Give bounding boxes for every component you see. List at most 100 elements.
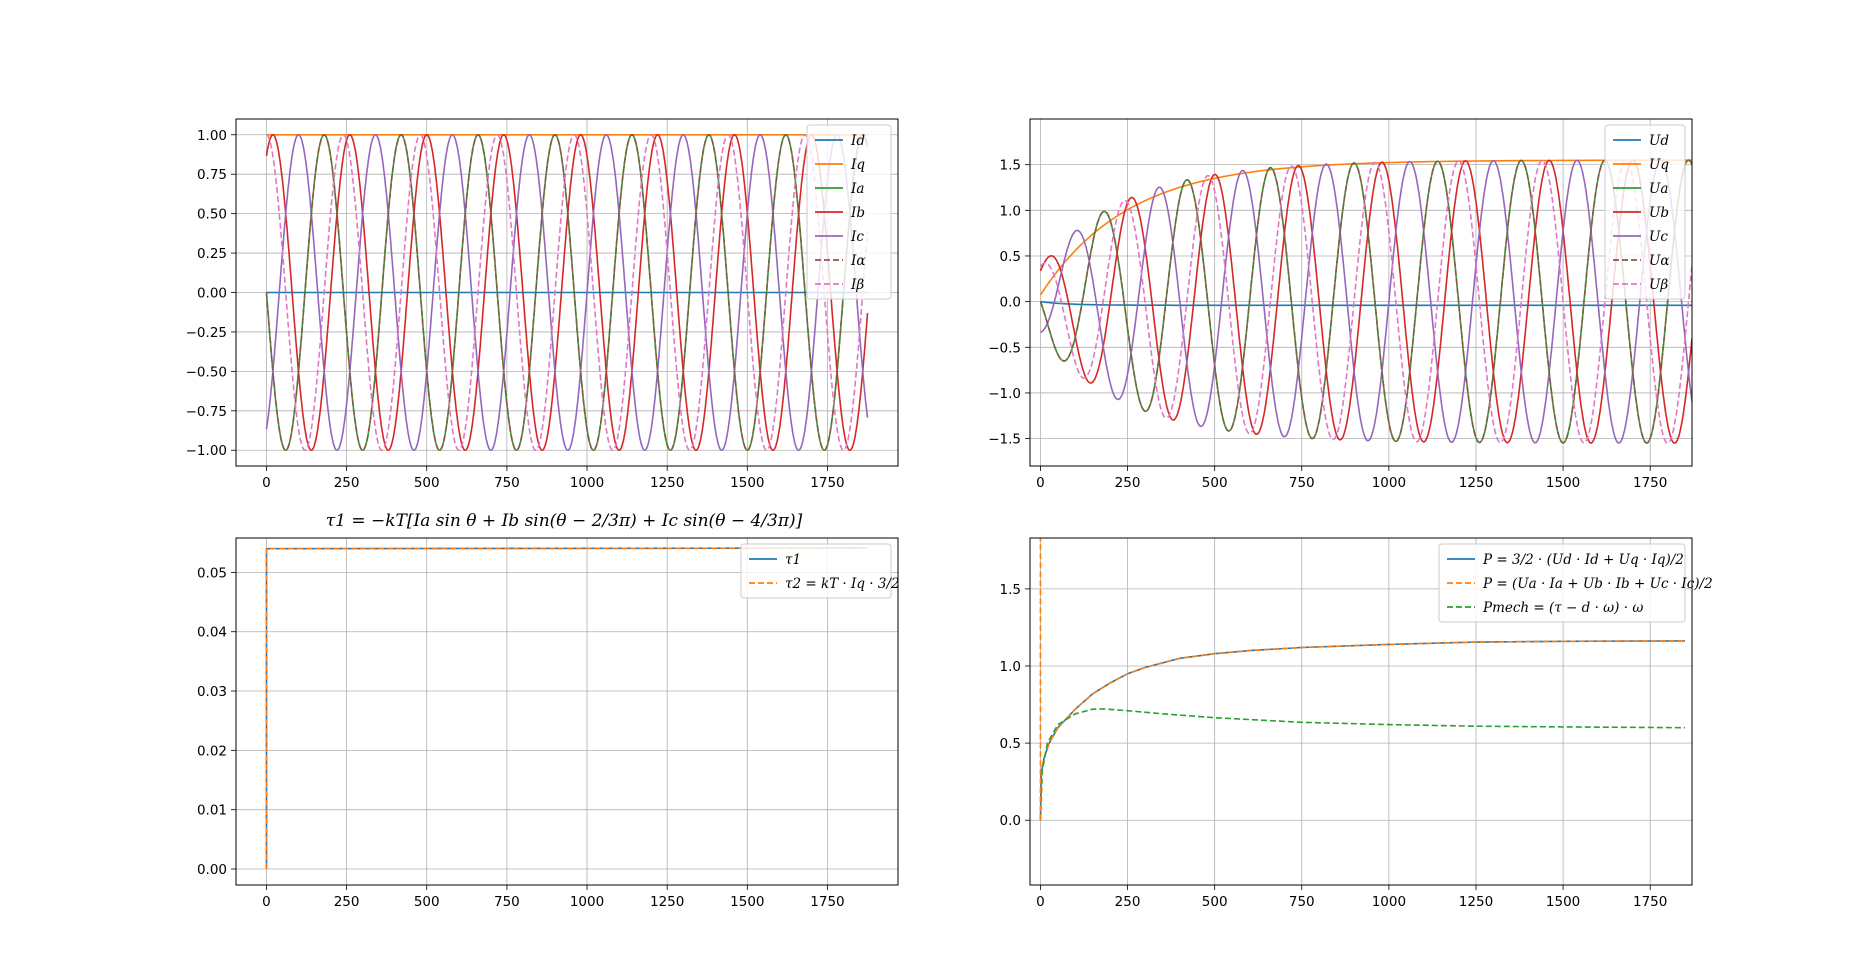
series-line-I_c	[265, 133, 869, 452]
y-tick-label: 1.5	[1000, 582, 1021, 598]
x-tick-label: 750	[494, 475, 520, 491]
x-tick-label: 1250	[1459, 894, 1493, 910]
x-tick-label: 1750	[1633, 475, 1667, 491]
legend-label: P = 3/2 · (Ud · Id + Uq · Iq)/2	[1482, 552, 1684, 568]
x-tick-label: 1000	[570, 475, 604, 491]
y-tick-label: −0.25	[186, 325, 227, 341]
x-tick-label: 500	[1202, 475, 1228, 491]
y-tick-label: 0.25	[197, 246, 227, 262]
legend-label: Ic	[850, 229, 864, 245]
x-tick-label: 500	[414, 475, 440, 491]
x-tick-label: 0	[1036, 894, 1045, 910]
legend-label: Uq	[1649, 157, 1669, 173]
x-tick-label: 1250	[650, 894, 684, 910]
legend-label: τ2 = kT · Iq · 3/2	[785, 576, 900, 592]
legend-box	[806, 124, 892, 300]
y-tick-label: 1.5	[1000, 158, 1021, 174]
y-tick-label: −1.0	[988, 386, 1021, 402]
y-tick-label: −0.5	[988, 340, 1021, 356]
series-line-tau_2	[265, 547, 868, 869]
series-line-I_b	[265, 133, 869, 452]
legend-label: Ia	[850, 181, 864, 197]
power-plot: 0 250 500 750 1000 1250 1500 1750 0.0 0.5 1.0 1.5 P …	[1000, 537, 1713, 910]
y-tick-label: 0.50	[197, 207, 227, 223]
x-tick-label: 1250	[650, 475, 684, 491]
y-tick-label: 0.5	[1000, 249, 1021, 265]
y-tick-label: −0.75	[186, 404, 227, 420]
legend-label: Iβ	[850, 277, 864, 293]
x-tick-label: 1750	[810, 475, 844, 491]
x-tick-label: 250	[334, 894, 360, 910]
series-line-I_alpha	[265, 133, 869, 452]
y-tick-label: 0.0	[1000, 813, 1021, 829]
series-line-U_alpha	[1039, 159, 1692, 444]
y-tick-label: 0.02	[197, 743, 227, 759]
x-tick-label: 750	[494, 894, 520, 910]
legend-label: τ1	[785, 552, 801, 568]
x-tick-label: 0	[262, 894, 271, 910]
legend-label: Ib	[850, 205, 865, 221]
y-tick-label: 1.00	[197, 128, 227, 144]
x-tick-label: 250	[1115, 475, 1141, 491]
x-tick-label: 1750	[1633, 894, 1667, 910]
legend-box	[1604, 124, 1686, 300]
axes-frame	[1029, 118, 1693, 467]
legend-label: P = (Ua · Ia + Ub · Ib + Uc · Ic)/2	[1482, 576, 1713, 592]
y-tick-label: 0.00	[197, 286, 227, 302]
y-tick-label: −1.5	[988, 432, 1021, 448]
legend-label: Iq	[850, 157, 865, 173]
x-tick-label: 0	[1036, 475, 1045, 491]
x-tick-label: 250	[334, 475, 360, 491]
y-tick-label: 0.05	[197, 565, 227, 581]
x-tick-label: 750	[1289, 475, 1315, 491]
legend: Id Iq Ia Ib Ic Iα Iβ	[806, 124, 892, 300]
series-line-U_beta	[1039, 159, 1692, 444]
x-tick-label: 250	[1115, 894, 1141, 910]
legend-label: Ua	[1649, 181, 1668, 197]
x-tick-label: 1500	[730, 475, 764, 491]
x-tick-label: 1250	[1459, 475, 1493, 491]
legend-label: Uc	[1649, 229, 1668, 245]
y-tick-label: 0.75	[197, 167, 227, 183]
x-tick-label: 1000	[1372, 475, 1406, 491]
series-line-I_beta	[266, 133, 869, 452]
y-tick-label: 0.03	[197, 684, 227, 700]
torque-plot-title: τ1 = −kT[Ia sin θ + Ib sin(θ − 2/3π) + I…	[326, 511, 803, 531]
y-tick-label: 0.04	[197, 625, 227, 641]
y-tick-label: 1.0	[1000, 203, 1021, 219]
x-tick-label: 1750	[810, 894, 844, 910]
x-tick-label: 500	[1202, 894, 1228, 910]
legend-box	[740, 543, 892, 599]
x-tick-label: 500	[414, 894, 440, 910]
currents-plot: 0 250 500 750 1000 1250 1500 1750 −1.00 −0.75 −0.5…	[186, 118, 899, 491]
y-tick-label: 1.0	[1000, 659, 1021, 675]
y-tick-label: 0.5	[1000, 736, 1021, 752]
legend-label: Uα	[1649, 253, 1670, 269]
y-tick-label: 0.01	[197, 803, 227, 819]
y-tick-label: 0.00	[197, 862, 227, 878]
series-line-U_q	[1039, 159, 1692, 296]
series-line-P_abc	[1039, 640, 1686, 821]
voltages-plot: 0 250 500 750 1000 1250 1500 1750 −1.5 −1.0 −0.5 0.…	[988, 118, 1693, 491]
x-tick-label: 0	[262, 475, 271, 491]
legend-label: Pmech = (τ − d · ω) · ω	[1482, 600, 1643, 616]
series-line-U_c	[1040, 159, 1692, 444]
legend-label: Iα	[850, 253, 865, 269]
axes-frame	[1029, 537, 1693, 886]
y-tick-label: −0.50	[186, 364, 227, 380]
axes-frame	[235, 537, 899, 886]
torque-plot: 0 250 500 750 1000 1250 1500 1750 0.00 0.01 0.02 0.…	[197, 537, 900, 910]
x-tick-label: 1500	[730, 894, 764, 910]
x-tick-label: 1500	[1546, 475, 1580, 491]
axes-frame	[235, 118, 899, 467]
x-tick-label: 1500	[1546, 894, 1580, 910]
x-tick-label: 1000	[1372, 894, 1406, 910]
series-line-U_b	[1039, 159, 1692, 444]
legend: Ud Uq Ua Ub Uc Uα Uβ	[1604, 124, 1686, 300]
legend-label: Ub	[1649, 205, 1669, 221]
series-line-P_mech	[1039, 708, 1686, 821]
legend: P = 3/2 · (Ud · Id + Uq · Iq)/2 P = (Ua ·…	[1438, 543, 1713, 623]
legend-box	[1438, 543, 1686, 623]
